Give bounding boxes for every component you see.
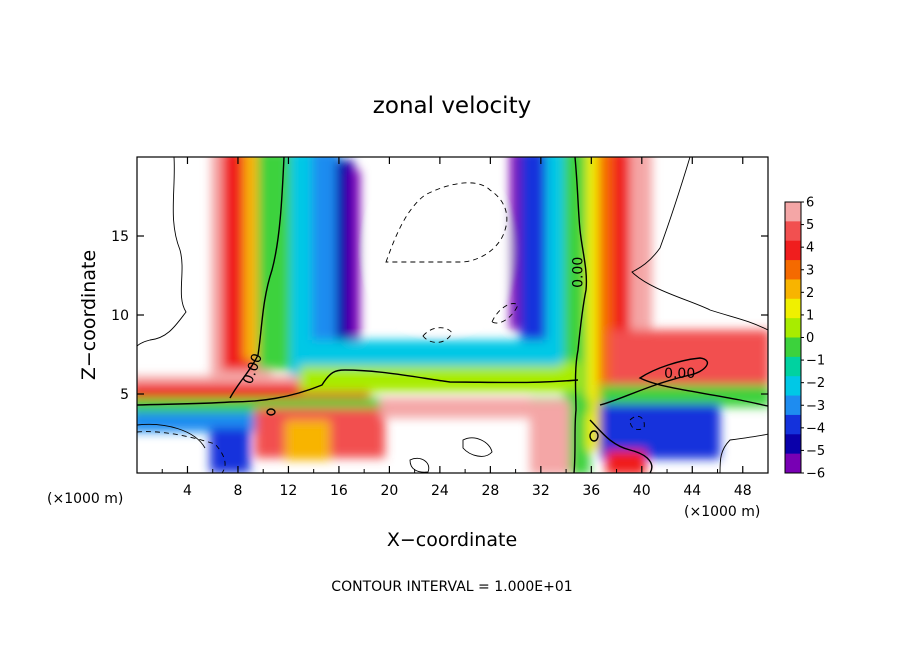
lower-right-pink: [530, 400, 570, 473]
x-unit-left: (×1000 m): [47, 491, 123, 507]
lower-pink: [380, 398, 530, 418]
right-jet-blue: [520, 157, 550, 350]
thin-contour-lower-loop: [462, 437, 493, 457]
x-tick-label-10: 44: [683, 483, 701, 499]
x-unit-right: (×1000 m): [684, 504, 760, 520]
colorbar-label-5: 1: [806, 308, 814, 323]
layer-mid-green: [300, 362, 580, 392]
x-tick-label-3: 16: [330, 483, 348, 499]
lower-yellow: [285, 420, 330, 460]
white-core: [370, 170, 510, 330]
layer-cyan: [300, 340, 560, 366]
zero-contour-layer: [137, 369, 579, 406]
colorbar-swatch-0: [785, 202, 801, 222]
left-jet-orange: [244, 157, 260, 360]
zero-contour-right-vertical: [573, 157, 588, 473]
x-tick-label-2: 12: [280, 483, 298, 499]
thin-contour-lower-right: [719, 433, 768, 473]
colorbar-swatch-7: [785, 337, 801, 358]
colorbar-label-2: 4: [806, 241, 814, 256]
x-tick-label-0: 4: [183, 483, 192, 499]
colorbar-swatch-2: [785, 240, 801, 261]
x-tick-label-1: 8: [233, 483, 242, 499]
layer-darkblue: [210, 428, 250, 473]
x-tick-label-9: 40: [633, 483, 651, 499]
dashed-contour-mid-2: [491, 303, 519, 324]
x-tick-label-4: 20: [380, 483, 398, 499]
layer-blue: [137, 412, 260, 432]
chart-title: zonal velocity: [373, 93, 531, 119]
thin-contour-lower-left: [137, 423, 206, 449]
zero-contour-lower: [589, 419, 653, 473]
colorbar-label-9: −3: [806, 399, 825, 414]
colorbar-label-10: −4: [806, 421, 825, 436]
y-tick-label-2: 15: [111, 229, 129, 245]
colorbar-label-11: −5: [806, 444, 825, 459]
colorbar-swatch-8: [785, 356, 801, 377]
right-jet-pink: [630, 157, 652, 380]
dashed-contour-right-loop: [629, 415, 645, 431]
colorbar-swatch-11: [785, 414, 801, 435]
zero-contour-small-loop-2: [266, 408, 276, 416]
x-tick-label-5: 24: [431, 483, 449, 499]
colorbar-swatch-13: [785, 453, 801, 474]
colorbar-label-0: 6: [806, 196, 814, 211]
thin-contour-lower-loop-2: [409, 457, 430, 473]
x-axis-label: X−coordinate: [387, 529, 517, 551]
velocity-field: 0.000.000.00: [137, 157, 768, 473]
colorbar-label-1: 5: [806, 218, 814, 233]
left-jet-blue: [312, 157, 340, 375]
x-axis-ticks: 4 8 12 16 20 24 28 32 36 40 44 48: [161, 157, 752, 499]
zero-contour-right: [599, 357, 768, 407]
y-tick-label-0: 5: [120, 387, 129, 403]
colorbar-label-8: −2: [806, 376, 825, 391]
contour-label-2: 0.00: [664, 366, 695, 382]
colorbar-swatch-4: [785, 279, 801, 300]
dashed-contour-mid: [422, 327, 453, 343]
x-tick-label-11: 48: [734, 483, 752, 499]
y-axis-ticks: 5 10 15: [111, 229, 768, 403]
contour-interval-note: CONTOUR INTERVAL = 1.000E+01: [331, 579, 572, 595]
y-axis-label: Z−coordinate: [78, 250, 100, 380]
left-jet-purple: [350, 170, 360, 345]
colorbar-swatch-9: [785, 376, 801, 397]
y-tick-label-1: 10: [111, 308, 129, 324]
thin-contour-left: [137, 157, 187, 347]
left-jet-green: [258, 157, 294, 370]
colorbar-swatch-12: [785, 434, 801, 455]
contour-label-1: 0.00: [570, 257, 586, 288]
x-tick-label-8: 36: [582, 483, 600, 499]
x-tick-label-6: 28: [481, 483, 499, 499]
colorbar: 6 5 4 3 2 1 0 −1 −2 −3 −4 −5 −6: [784, 196, 825, 482]
colorbar-swatch-3: [785, 260, 801, 280]
zero-contour-small-loop: [589, 430, 599, 442]
colorbar-swatch-10: [785, 395, 801, 416]
bottom-red: [606, 450, 646, 473]
colorbar-swatch-6: [785, 318, 801, 338]
colorbar-label-6: 0: [806, 331, 814, 346]
colorbar-label-12: −6: [806, 467, 825, 482]
zero-contour-left-vertical: [229, 157, 285, 399]
dashed-contour-lower-left: [137, 431, 226, 473]
colorbar-label-3: 3: [806, 263, 814, 278]
dashed-contour-upper: [385, 182, 508, 263]
thin-contour-right: [631, 157, 768, 331]
right-jet-cyan: [546, 157, 568, 365]
colorbar-label-4: 2: [806, 286, 814, 301]
colorbar-swatch-1: [785, 221, 801, 242]
colorbar-label-7: −1: [806, 354, 825, 369]
right-jet-yellow: [586, 157, 600, 450]
left-jet-darkblue: [336, 160, 354, 350]
x-tick-label-7: 32: [532, 483, 550, 499]
colorbar-swatch-5: [785, 298, 801, 319]
right-layer-blue: [600, 404, 720, 459]
